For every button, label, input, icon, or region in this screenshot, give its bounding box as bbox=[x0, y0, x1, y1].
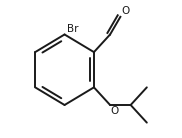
Text: Br: Br bbox=[67, 24, 78, 34]
Text: O: O bbox=[122, 6, 130, 16]
Text: O: O bbox=[111, 106, 119, 116]
